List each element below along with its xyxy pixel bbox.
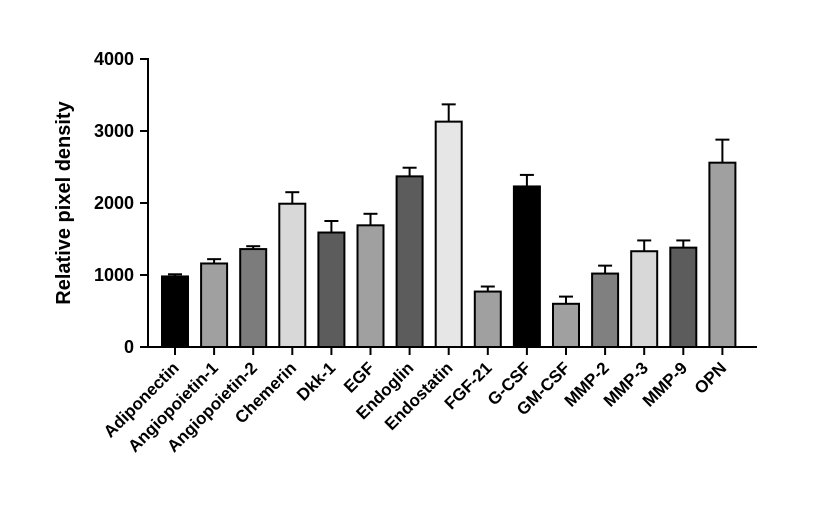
bars bbox=[161, 103, 737, 349]
bar-gm-csf bbox=[552, 302, 580, 348]
bar-egf bbox=[356, 224, 385, 349]
bar-mmp-9 bbox=[669, 246, 698, 348]
bar-endoglin bbox=[395, 175, 424, 348]
y-tick-label: 4000 bbox=[94, 49, 134, 69]
y-tick-label: 3000 bbox=[94, 121, 134, 141]
x-tick-label: Dkk-1 bbox=[293, 358, 339, 404]
x-ticks: AdiponectinAngiopoietin-1Angiopoietin-2C… bbox=[100, 347, 730, 456]
bar-dkk-1 bbox=[317, 231, 346, 349]
bar-g-csf bbox=[512, 185, 541, 348]
y-tick-label: 1000 bbox=[94, 265, 134, 285]
bar-endostatin bbox=[434, 120, 463, 348]
y-tick-label: 0 bbox=[124, 337, 134, 357]
bar-opn bbox=[708, 161, 737, 348]
y-ticks: 0 1000 2000 3000 4000 bbox=[94, 49, 148, 357]
y-axis-title: Relative pixel density bbox=[53, 100, 75, 304]
x-tick-label: MMP-9 bbox=[639, 358, 691, 410]
bar-angiopoietin-2 bbox=[239, 248, 268, 348]
bar-chemerin bbox=[278, 202, 307, 348]
bar-mmp-2 bbox=[591, 272, 620, 348]
bar-fgf-21 bbox=[473, 290, 502, 348]
bar-mmp-3 bbox=[630, 250, 659, 349]
bar-angiopoietin-1 bbox=[200, 262, 229, 349]
bar-adiponectin bbox=[161, 275, 189, 348]
y-tick-label: 2000 bbox=[94, 193, 134, 213]
x-tick-label: OPN bbox=[691, 358, 730, 397]
